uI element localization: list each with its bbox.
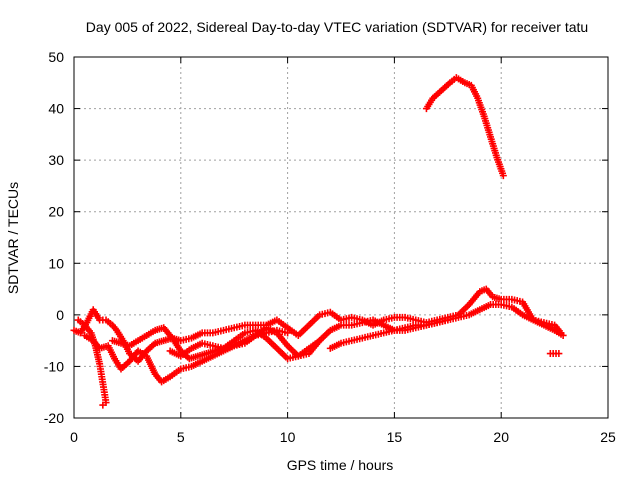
data-point [99,401,107,409]
y-tick-label: -10 [44,358,64,374]
data-points [70,74,567,409]
data-point [559,331,567,339]
plot-frame [73,56,609,419]
x-tick-label: 10 [280,429,296,445]
y-tick-label: 40 [48,101,64,117]
data-point [284,329,292,337]
axis-ticks [73,56,609,419]
x-tick-label: 15 [387,429,403,445]
y-tick-label: 0 [56,307,64,323]
y-tick-label: 20 [48,204,64,220]
y-tick-label: 30 [48,152,64,168]
x-tick-label: 25 [600,429,616,445]
y-tick-label: 10 [48,255,64,271]
x-tick-label: 0 [70,429,78,445]
data-point [499,172,507,180]
data-point [316,337,324,345]
x-tick-label: 5 [177,429,185,445]
y-axis-label: SDTVAR / TECUs [5,182,21,294]
plot-border [73,56,609,419]
x-tick-label: 20 [493,429,509,445]
data-point [555,350,563,358]
x-tick-labels: 0 5 10 15 20 25 [70,429,616,445]
y-tick-labels: -20 -10 0 10 20 30 40 50 [44,49,64,426]
grid-lines [74,57,608,418]
x-axis-label: GPS time / hours [287,457,394,473]
chart-title: Day 005 of 2022, Sidereal Day-to-day VTE… [86,19,588,35]
y-tick-label: 50 [48,49,64,65]
y-tick-label: -20 [44,410,64,426]
